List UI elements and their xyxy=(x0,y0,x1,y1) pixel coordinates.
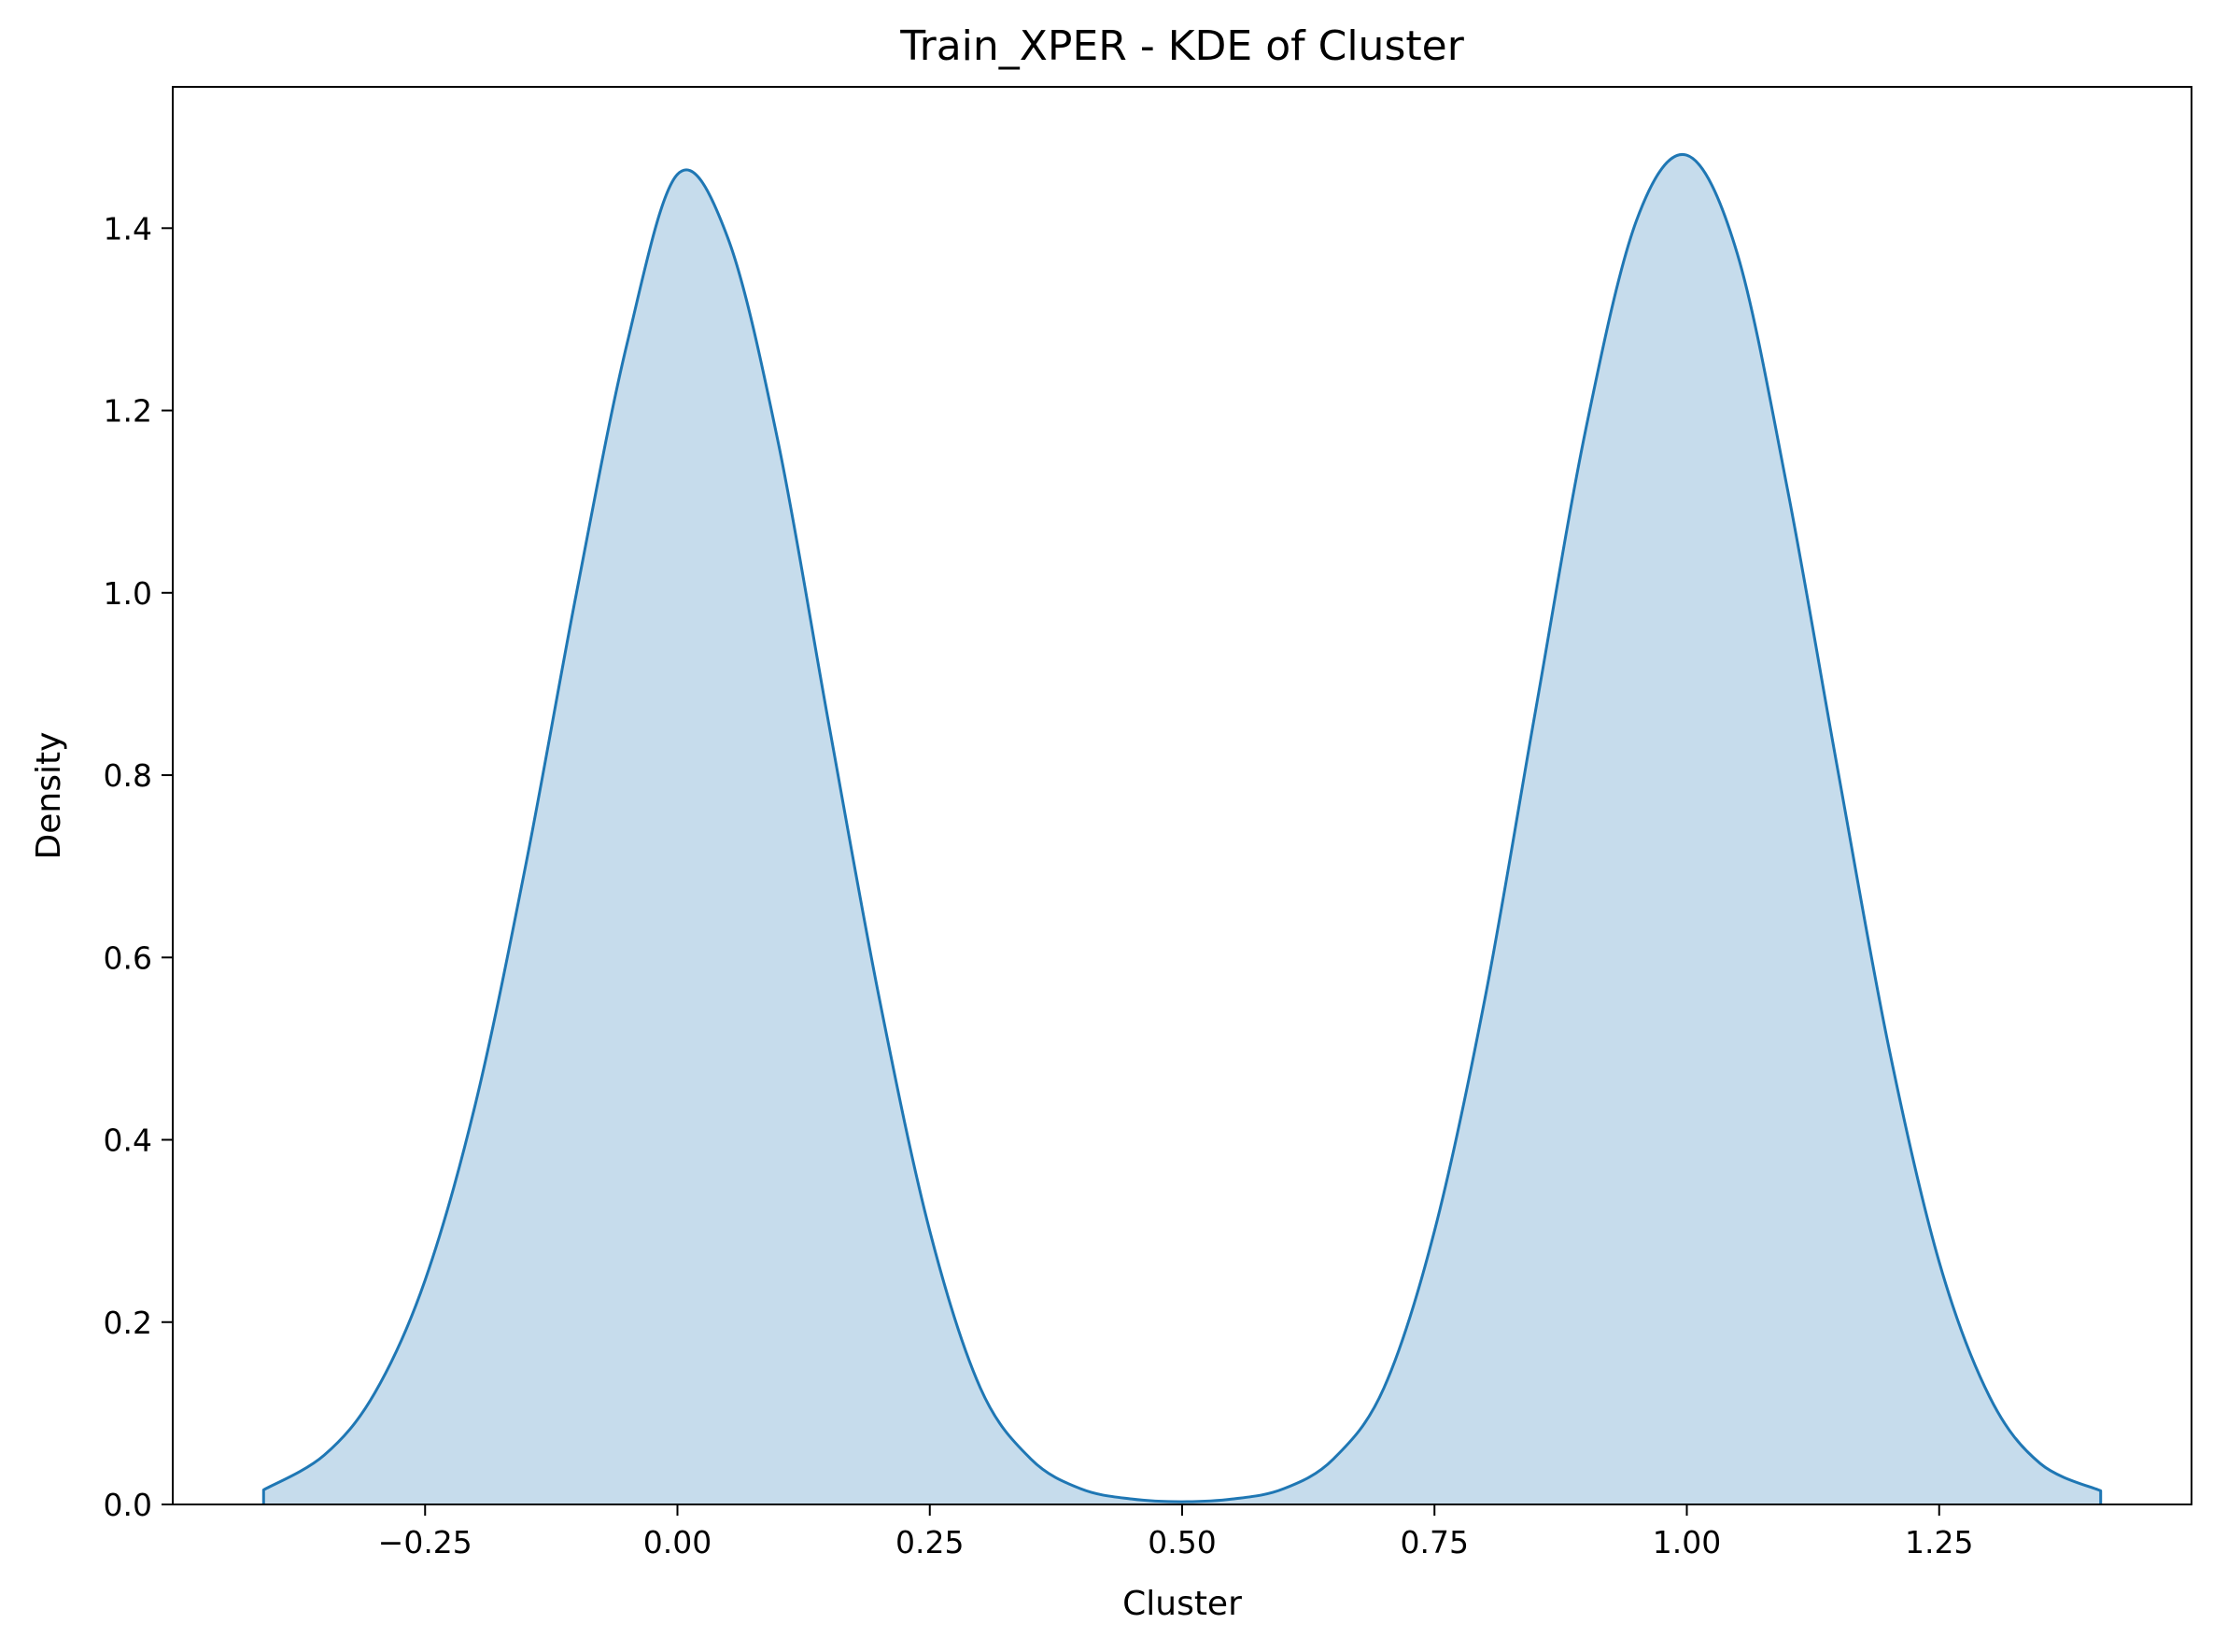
y-tick-label: 0.2 xyxy=(104,1305,152,1341)
x-axis-label: Cluster xyxy=(1122,1585,1242,1623)
kde-line xyxy=(261,152,2103,1504)
x-axis-ticks: −0.25 0.00 0.25 0.50 0.75 1.00 1.25 xyxy=(378,1504,1973,1560)
x-tick-label: 0.00 xyxy=(643,1524,712,1560)
chart-title: Train_XPER - KDE of Cluster xyxy=(899,22,1464,70)
x-tick-label: −0.25 xyxy=(378,1524,472,1560)
x-tick-label: 1.00 xyxy=(1653,1524,1721,1560)
x-tick-label: 0.25 xyxy=(895,1524,964,1560)
kde-fill-area xyxy=(263,154,2101,1504)
y-tick-label: 0.0 xyxy=(104,1487,152,1523)
x-tick-label: 0.75 xyxy=(1401,1524,1469,1560)
y-tick-label: 0.4 xyxy=(104,1123,152,1159)
x-tick-label: 0.50 xyxy=(1148,1524,1216,1560)
x-tick-label: 1.25 xyxy=(1905,1524,1973,1560)
y-tick-label: 0.8 xyxy=(104,757,152,794)
y-axis-label: Density xyxy=(30,732,68,860)
y-tick-label: 1.2 xyxy=(104,393,152,430)
y-tick-label: 1.4 xyxy=(104,210,152,247)
y-tick-label: 1.0 xyxy=(104,575,152,612)
y-tick-label: 0.6 xyxy=(104,939,152,976)
y-axis-ticks: 0.0 0.2 0.4 0.6 0.8 1.0 1.2 1.4 xyxy=(104,210,173,1523)
